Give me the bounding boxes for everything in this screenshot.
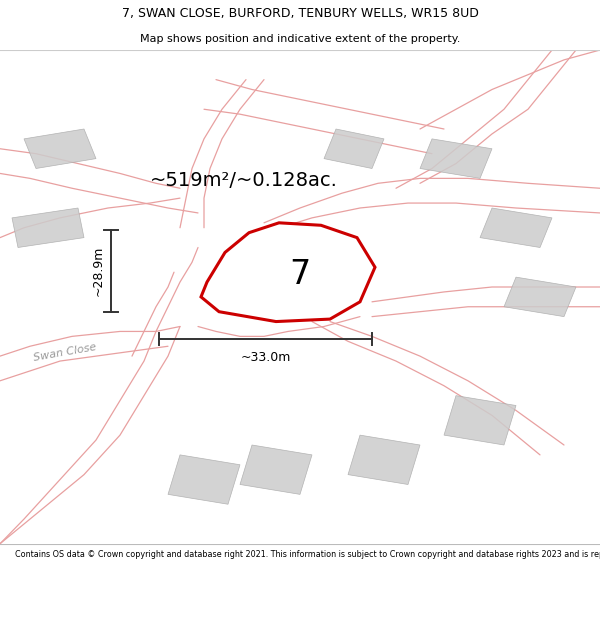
Polygon shape — [324, 129, 384, 169]
Polygon shape — [444, 396, 516, 445]
Polygon shape — [504, 277, 576, 317]
Polygon shape — [12, 208, 84, 248]
Text: Swan Close: Swan Close — [33, 342, 98, 362]
Text: Contains OS data © Crown copyright and database right 2021. This information is : Contains OS data © Crown copyright and d… — [15, 550, 600, 559]
Text: Map shows position and indicative extent of the property.: Map shows position and indicative extent… — [140, 34, 460, 44]
Text: 7: 7 — [289, 258, 311, 291]
Polygon shape — [348, 435, 420, 484]
Text: 7, SWAN CLOSE, BURFORD, TENBURY WELLS, WR15 8UD: 7, SWAN CLOSE, BURFORD, TENBURY WELLS, W… — [122, 8, 478, 21]
Text: ~519m²/~0.128ac.: ~519m²/~0.128ac. — [150, 171, 338, 191]
Polygon shape — [201, 222, 375, 321]
Polygon shape — [480, 208, 552, 248]
Polygon shape — [252, 258, 324, 307]
Text: ~33.0m: ~33.0m — [241, 351, 290, 364]
Polygon shape — [420, 139, 492, 178]
Polygon shape — [240, 445, 312, 494]
Polygon shape — [24, 129, 96, 169]
Text: ~28.9m: ~28.9m — [91, 246, 104, 296]
Polygon shape — [168, 455, 240, 504]
